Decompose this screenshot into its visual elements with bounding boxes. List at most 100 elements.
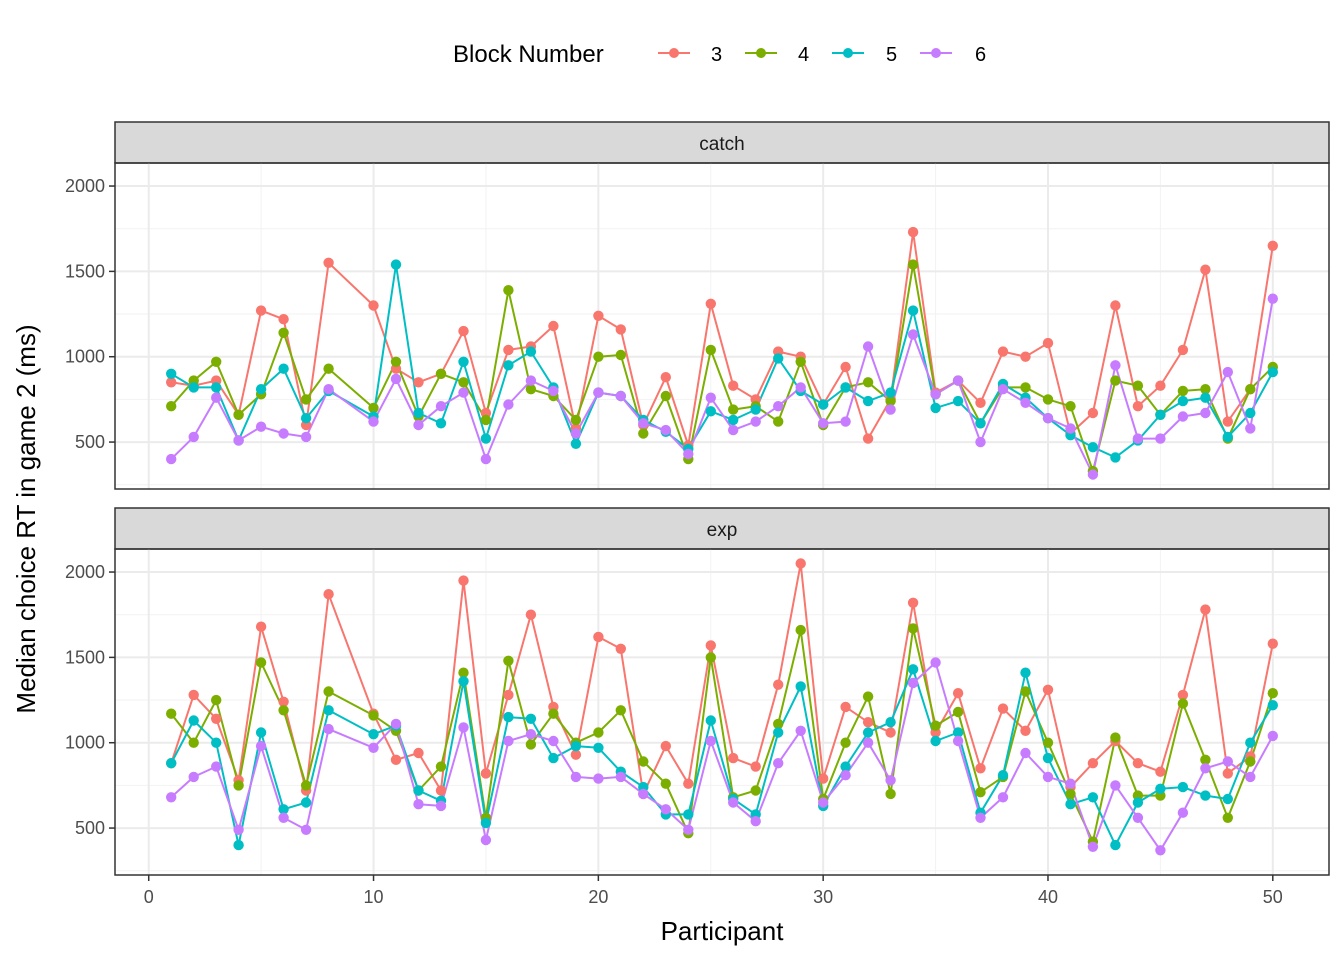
data-point-exp-4 bbox=[1200, 754, 1211, 765]
data-point-exp-3 bbox=[1200, 604, 1211, 615]
data-point-exp-3 bbox=[211, 713, 222, 724]
data-point-catch-5 bbox=[840, 382, 851, 393]
data-point-exp-6 bbox=[548, 735, 559, 747]
data-point-catch-4 bbox=[1020, 382, 1031, 393]
data-point-catch-6 bbox=[997, 384, 1009, 395]
data-point-exp-5 bbox=[683, 809, 694, 820]
data-point-catch-6 bbox=[211, 392, 222, 403]
data-point-catch-4 bbox=[570, 414, 582, 426]
data-point-exp-4 bbox=[885, 788, 896, 800]
y-axis-catch: 500 1000 1500 2000 bbox=[65, 176, 115, 452]
data-point-exp-4 bbox=[952, 706, 964, 718]
data-point-catch-5 bbox=[458, 356, 469, 367]
legend-key-point-3 bbox=[669, 48, 679, 58]
data-point-catch-6 bbox=[458, 387, 469, 398]
y-tick-label: 1000 bbox=[65, 733, 105, 753]
data-point-catch-6 bbox=[615, 390, 626, 402]
legend-label-4: 4 bbox=[798, 44, 809, 66]
data-point-catch-6 bbox=[862, 341, 874, 352]
y-tick-label: 500 bbox=[75, 818, 105, 838]
data-point-exp-5 bbox=[1087, 792, 1099, 803]
data-point-exp-5 bbox=[1155, 783, 1166, 794]
data-point-catch-4 bbox=[233, 409, 244, 420]
data-point-exp-3 bbox=[1222, 768, 1234, 779]
data-point-exp-5 bbox=[548, 752, 559, 764]
data-point-catch-5 bbox=[907, 305, 919, 316]
data-point-exp-5 bbox=[368, 729, 379, 740]
data-point-exp-3 bbox=[795, 558, 806, 569]
data-point-catch-4 bbox=[435, 368, 447, 379]
data-point-exp-3 bbox=[458, 575, 469, 586]
data-point-catch-5 bbox=[525, 346, 537, 357]
data-point-exp-3 bbox=[570, 749, 582, 760]
data-point-catch-5 bbox=[1267, 366, 1279, 378]
data-point-catch-6 bbox=[1042, 413, 1054, 424]
data-point-exp-5 bbox=[840, 761, 851, 772]
data-point-catch-4 bbox=[323, 363, 334, 374]
data-point-exp-5 bbox=[458, 676, 469, 687]
data-point-exp-6 bbox=[593, 773, 604, 784]
data-point-catch-6 bbox=[548, 385, 559, 397]
data-point-exp-3 bbox=[818, 773, 829, 784]
x-axis: 0 10 20 30 40 50 bbox=[144, 875, 1283, 907]
data-point-catch-5 bbox=[975, 418, 986, 429]
data-point-exp-6 bbox=[480, 834, 492, 846]
data-point-catch-6 bbox=[323, 384, 334, 395]
data-point-exp-4 bbox=[233, 780, 244, 791]
data-point-catch-5 bbox=[480, 433, 492, 444]
legend-item-5: 5 bbox=[832, 44, 897, 66]
data-point-exp-5 bbox=[795, 681, 806, 692]
data-point-catch-6 bbox=[1200, 407, 1211, 419]
data-point-exp-4 bbox=[255, 657, 267, 668]
data-point-catch-5 bbox=[255, 384, 267, 395]
data-point-exp-4 bbox=[435, 761, 447, 772]
data-point-catch-6 bbox=[1020, 397, 1031, 408]
data-point-catch-3 bbox=[615, 324, 626, 335]
data-point-catch-4 bbox=[862, 377, 874, 388]
data-point-exp-3 bbox=[1042, 684, 1054, 695]
y-tick-label: 1500 bbox=[65, 261, 105, 281]
data-point-catch-3 bbox=[840, 361, 851, 373]
data-point-catch-5 bbox=[188, 382, 199, 393]
data-point-exp-3 bbox=[683, 778, 694, 789]
data-point-catch-5 bbox=[750, 404, 761, 415]
data-point-exp-3 bbox=[750, 761, 761, 772]
panel-border-catch bbox=[114, 162, 1330, 490]
data-point-exp-6 bbox=[930, 657, 941, 668]
y-tick-label: 1000 bbox=[65, 347, 105, 367]
data-point-catch-6 bbox=[300, 431, 312, 443]
data-point-exp-6 bbox=[368, 742, 379, 753]
data-point-exp-6 bbox=[1132, 812, 1144, 823]
data-point-catch-6 bbox=[593, 387, 604, 398]
data-point-catch-6 bbox=[1110, 360, 1121, 371]
x-tick-label: 40 bbox=[1038, 887, 1058, 907]
data-point-exp-6 bbox=[952, 735, 964, 747]
data-point-exp-5 bbox=[1132, 797, 1144, 808]
data-point-exp-5 bbox=[862, 727, 874, 738]
data-point-catch-6 bbox=[1132, 433, 1144, 444]
data-point-catch-4 bbox=[1245, 384, 1256, 395]
data-point-catch-3 bbox=[1155, 380, 1166, 391]
data-point-exp-6 bbox=[773, 758, 784, 769]
data-point-exp-4 bbox=[593, 727, 604, 738]
data-point-exp-5 bbox=[997, 770, 1009, 781]
data-point-catch-3 bbox=[413, 377, 424, 388]
panel-exp: exp 500 1000 1500 2000 bbox=[65, 507, 1330, 876]
data-point-catch-5 bbox=[570, 438, 582, 449]
data-point-exp-6 bbox=[818, 797, 829, 808]
data-point-exp-3 bbox=[1155, 766, 1166, 777]
data-point-exp-6 bbox=[660, 804, 671, 815]
data-point-catch-6 bbox=[952, 375, 964, 386]
data-point-catch-5 bbox=[885, 387, 896, 398]
data-point-exp-4 bbox=[166, 708, 177, 719]
data-point-exp-5 bbox=[278, 804, 289, 815]
data-point-catch-3 bbox=[862, 433, 874, 444]
data-point-exp-4 bbox=[795, 624, 806, 636]
data-point-catch-6 bbox=[1222, 366, 1234, 378]
data-point-exp-4 bbox=[705, 652, 716, 663]
data-point-exp-6 bbox=[1020, 747, 1031, 759]
data-point-exp-4 bbox=[615, 705, 626, 716]
data-point-exp-6 bbox=[570, 771, 582, 783]
data-point-catch-3 bbox=[997, 346, 1009, 357]
data-point-exp-3 bbox=[952, 688, 964, 699]
